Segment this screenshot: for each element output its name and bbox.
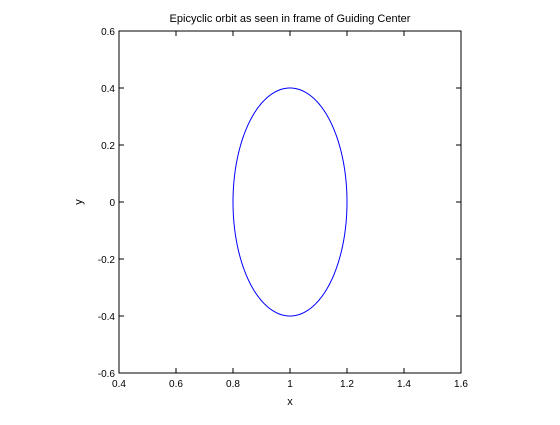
chart-title: Epicyclic orbit as seen in frame of Guid…	[170, 13, 411, 25]
y-tick-label: 0.6	[101, 27, 115, 38]
x-axis-ticks: 0.4 0.6 0.8 1 1.2 1.4 1.6	[112, 31, 468, 390]
y-tick-label: -0.2	[98, 255, 116, 266]
y-axis-ticks: -0.6 -0.4 -0.2 0 0.2 0.4 0.6	[98, 27, 461, 380]
x-tick-label: 1	[287, 379, 293, 390]
y-tick-label: 0.4	[101, 84, 115, 95]
plot-area	[118, 30, 462, 374]
series-layer	[232, 87, 348, 317]
y-tick-label: 0	[109, 198, 115, 209]
y-axis-label: y	[73, 199, 85, 205]
x-tick-label: 1.4	[397, 379, 411, 390]
y-tick-label: -0.4	[98, 312, 116, 323]
x-tick-label: 0.6	[169, 379, 183, 390]
x-tick-label: 0.8	[226, 379, 240, 390]
orbit-series-line	[232, 87, 348, 317]
x-tick-label: 1.6	[454, 379, 468, 390]
x-tick-label: 1.2	[340, 379, 354, 390]
y-tick-label: 0.2	[101, 141, 115, 152]
y-tick-label: -0.6	[98, 369, 116, 380]
x-axis-label: x	[287, 396, 293, 408]
x-tick-label: 0.4	[112, 379, 126, 390]
